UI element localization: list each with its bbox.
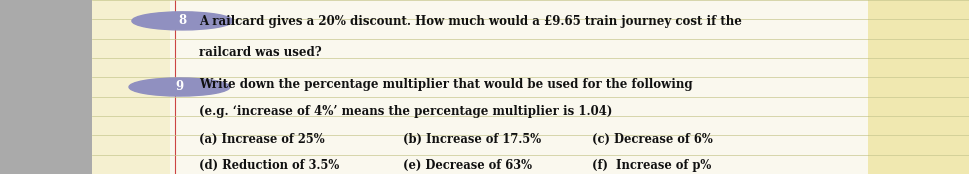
Text: 8: 8 <box>178 14 186 27</box>
Bar <box>867 0 969 174</box>
Text: (a) Increase of 25%: (a) Increase of 25% <box>199 133 325 146</box>
Text: 9: 9 <box>175 81 183 93</box>
Circle shape <box>129 78 230 96</box>
Circle shape <box>132 12 233 30</box>
Text: (c) Decrease of 6%: (c) Decrease of 6% <box>591 133 711 146</box>
Text: Write down the percentage multiplier that would be used for the following: Write down the percentage multiplier tha… <box>199 78 692 91</box>
Text: railcard was used?: railcard was used? <box>199 46 321 59</box>
Text: (e) Decrease of 63%: (e) Decrease of 63% <box>402 159 531 172</box>
Text: A railcard gives a 20% discount. How much would a £9.65 train journey cost if th: A railcard gives a 20% discount. How muc… <box>199 15 741 28</box>
Bar <box>92 0 170 174</box>
Text: (f)  Increase of p%: (f) Increase of p% <box>591 159 710 172</box>
Text: (e.g. ‘increase of 4%’ means the percentage multiplier is 1.04): (e.g. ‘increase of 4%’ means the percent… <box>199 105 611 118</box>
Bar <box>92 0 867 174</box>
Text: (d) Reduction of 3.5%: (d) Reduction of 3.5% <box>199 159 339 172</box>
Text: (b) Increase of 17.5%: (b) Increase of 17.5% <box>402 133 540 146</box>
